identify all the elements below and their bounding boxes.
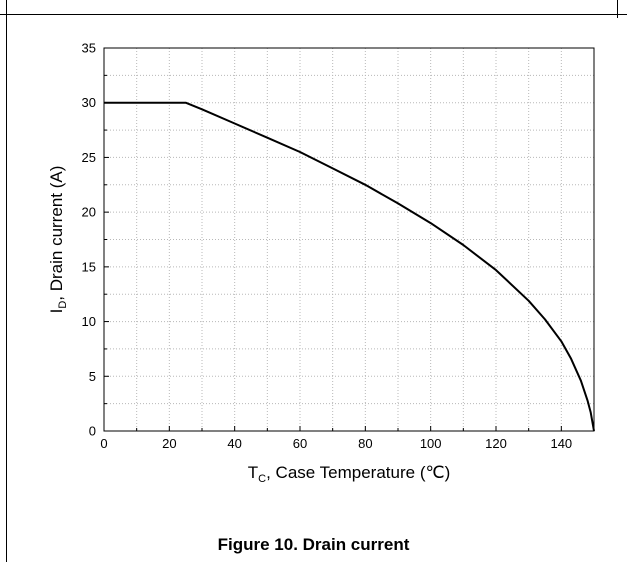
y-axis-title-rest: , Drain current (A)	[47, 166, 66, 301]
series	[104, 101, 595, 432]
frame-right-border	[617, 0, 618, 18]
x-axis-title: TC, Case Temperature (℃)	[248, 463, 450, 485]
y-tick-label: 30	[82, 95, 96, 110]
x-tick-label: 120	[485, 436, 507, 451]
y-axis-title: ID, Drain current (A)	[47, 166, 69, 314]
y-tick-label: 10	[82, 314, 96, 329]
ticks	[103, 47, 595, 432]
y-tick-label: 0	[89, 424, 96, 439]
tick-labels: 0 20 40 60 80 100 120 140 0 5 10 15 20 25 30 35	[82, 41, 573, 452]
y-tick-label: 5	[89, 369, 96, 384]
y-axis-title-sub: D	[57, 301, 69, 309]
y-tick-label: 35	[82, 41, 96, 56]
y-axis-title-main: I	[47, 309, 66, 314]
frame-left-border	[6, 0, 7, 562]
plot-frame	[103, 47, 595, 432]
x-tick-label: 20	[162, 436, 176, 451]
drain-current-curve	[104, 101, 595, 432]
x-tick-label: 0	[100, 436, 107, 451]
x-axis-title-main: T	[248, 463, 258, 482]
x-tick-label: 80	[358, 436, 372, 451]
drain-current-chart: 0 20 40 60 80 100 120 140 0 5 10 15 20 25 30 35 TC, Cas…	[47, 41, 595, 485]
x-tick-label: 40	[227, 436, 241, 451]
y-tick-label: 20	[82, 205, 96, 220]
y-tick-label: 25	[82, 150, 96, 165]
x-axis-title-sub: C	[258, 473, 266, 485]
y-tick-label: 15	[82, 259, 96, 274]
x-tick-label: 100	[420, 436, 442, 451]
frame-top-border	[0, 14, 627, 15]
x-tick-label: 60	[293, 436, 307, 451]
x-axis-title-rest: , Case Temperature (℃)	[266, 463, 450, 482]
x-tick-label: 140	[550, 436, 572, 451]
figure-caption: Figure 10. Drain current	[217, 535, 410, 554]
grid	[104, 48, 594, 431]
